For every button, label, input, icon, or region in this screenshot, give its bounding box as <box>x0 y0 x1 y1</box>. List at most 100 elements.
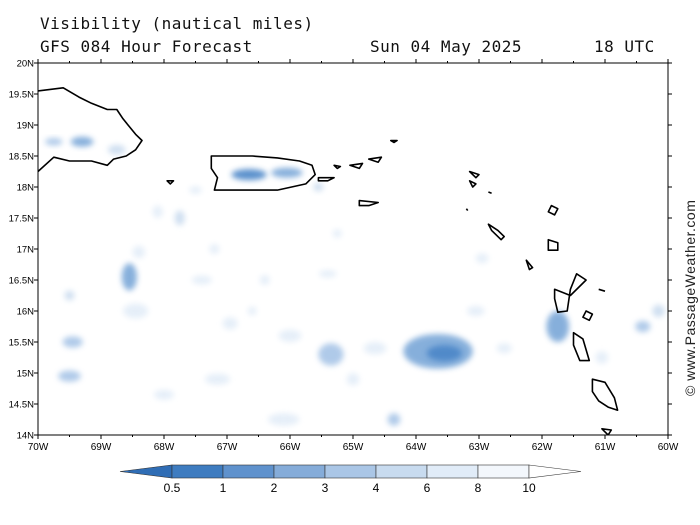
lon-tick-label: 61W <box>595 442 616 453</box>
visibility-blob <box>595 351 609 364</box>
legend-swatch <box>477 464 530 479</box>
coastline-martinique <box>591 378 619 412</box>
visibility-blob <box>247 306 257 316</box>
lat-tick-label: 19.5N <box>9 90 34 101</box>
coastline-vieques <box>317 176 335 182</box>
lon-tick-label: 66W <box>280 442 301 453</box>
lon-tick-label: 70W <box>28 442 49 453</box>
visibility-blob <box>189 186 202 194</box>
visibility-blob <box>209 244 220 254</box>
coastline-desirade <box>598 288 606 292</box>
coastline-st-kitts <box>487 223 506 241</box>
lon-tick-label: 67W <box>217 442 238 453</box>
visibility-blob <box>387 413 401 426</box>
lat-tick-label: 15.5N <box>9 338 34 349</box>
coastline-guadeloupe <box>553 272 587 314</box>
forecast-date: Sun 04 May 2025 <box>370 37 522 56</box>
lon-tick-label: 65W <box>343 442 364 453</box>
visibility-blob <box>318 343 344 366</box>
visibility-blob <box>174 210 185 226</box>
visibility-blob <box>123 303 149 319</box>
legend-swatch <box>324 464 377 479</box>
legend-label: 3 <box>322 481 329 495</box>
visibility-blob <box>222 317 238 330</box>
lon-tick-label: 64W <box>406 442 427 453</box>
coastline-saba <box>465 208 469 212</box>
lon-tick-label: 60W <box>658 442 679 453</box>
visibility-blob <box>191 275 212 285</box>
visibility-blob <box>107 144 126 155</box>
visibility-blob <box>467 306 485 316</box>
visibility-blob <box>153 389 175 400</box>
longitude-axis: 70W 69W 68W 67W 66W 65W 64W 63W 62W 61W 60W <box>28 59 679 453</box>
forecast-label: GFS 084 Hour Forecast <box>40 37 253 56</box>
coastline-anegada <box>389 139 398 144</box>
legend-swatch <box>171 464 224 479</box>
visibility-blob <box>132 245 146 259</box>
visibility-blob <box>271 167 303 178</box>
visibility-blob <box>259 275 270 285</box>
coastline-barbuda <box>547 204 559 216</box>
lat-tick-label: 14.5N <box>9 400 34 411</box>
legend-swatch <box>273 464 326 479</box>
map-title: Visibility (nautical miles) <box>40 14 314 33</box>
coastline-culebra <box>333 164 342 170</box>
legend-arrow-right <box>528 464 582 479</box>
coastline-marie-galante <box>582 310 594 322</box>
visibility-blob <box>332 229 342 238</box>
coastline-st-lucia <box>601 427 613 435</box>
coastlines <box>38 87 619 435</box>
legend-label: 6 <box>424 481 431 495</box>
legend-swatch <box>426 464 479 479</box>
visibility-blob <box>70 136 94 147</box>
visibility-blob <box>152 205 163 218</box>
legend-label: 4 <box>373 481 380 495</box>
visibility-blob <box>267 413 300 426</box>
coastline-antigua <box>547 238 559 251</box>
lon-tick-label: 62W <box>532 442 553 453</box>
legend-label: 10 <box>522 481 536 495</box>
lat-tick-label: 14N <box>17 431 35 442</box>
lon-tick-label: 68W <box>154 442 175 453</box>
coastline-anguilla <box>468 170 480 179</box>
visibility-blob <box>58 370 81 382</box>
forecast-time: 18 UTC <box>594 37 655 56</box>
lon-tick-label: 69W <box>91 442 112 453</box>
visibility-blob <box>496 343 512 354</box>
visibility-blob <box>62 336 83 348</box>
visibility-blob <box>44 138 63 146</box>
lat-tick-label: 18N <box>17 183 35 194</box>
visibility-blob <box>426 345 462 362</box>
coastline-st-barts <box>488 191 492 194</box>
lat-tick-label: 20N <box>17 59 35 70</box>
lat-tick-label: 15N <box>17 369 35 380</box>
coastline-tortola <box>367 156 383 163</box>
legend-label: 2 <box>271 481 278 495</box>
coastline-st-martin <box>468 180 477 188</box>
latitude-axis: 14N 14.5N 15N 15.5N 16N 16.5N 17N 17.5N 18N 18.5N… <box>9 59 672 442</box>
visibility-blob <box>121 263 137 291</box>
visibility-blob <box>346 373 360 386</box>
lat-tick-label: 19N <box>17 121 35 132</box>
lat-tick-label: 18.5N <box>9 152 34 163</box>
coastline-st-thomas <box>349 162 364 170</box>
legend-label: 0.5 <box>164 481 181 495</box>
coastline-st-croix <box>358 199 380 207</box>
visibility-blob <box>64 290 75 301</box>
lon-tick-label: 63W <box>469 442 490 453</box>
credit-watermark: © www.PassageWeather.com <box>682 200 698 396</box>
lat-tick-label: 17N <box>17 245 35 256</box>
visibility-blob <box>278 329 302 342</box>
color-legend: 0.5 1 2 3 4 6 8 10 <box>119 464 582 495</box>
visibility-field <box>44 136 665 426</box>
legend-label: 1 <box>220 481 227 495</box>
legend-swatch <box>222 464 275 479</box>
visibility-blob <box>363 342 387 355</box>
credit-text: © www.PassageWeather.com <box>682 200 698 396</box>
lat-tick-label: 17.5N <box>9 214 34 225</box>
coastline-dominica <box>572 331 591 362</box>
visibility-blob <box>313 182 324 192</box>
visibility-blob <box>546 311 570 342</box>
lat-tick-label: 16N <box>17 307 35 318</box>
